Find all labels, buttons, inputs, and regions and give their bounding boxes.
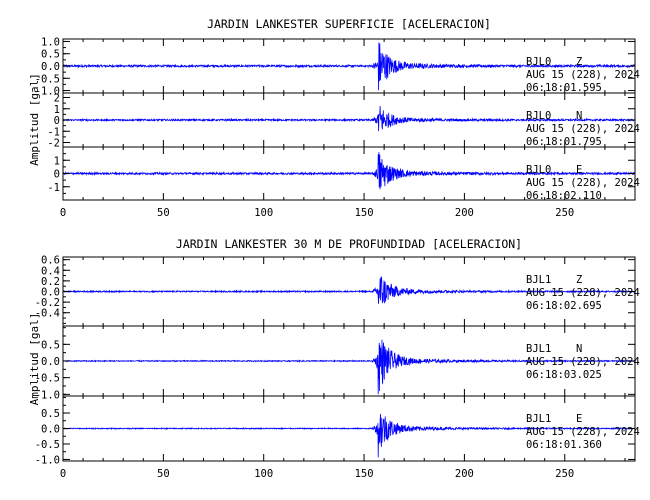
- y-tick-label: -0.2: [35, 297, 60, 309]
- station-component: Z: [576, 274, 582, 286]
- station-component: Z: [576, 56, 582, 68]
- y-tick-label: 0: [54, 115, 60, 127]
- y-tick-label: -1: [47, 182, 60, 194]
- y-tick-label: 0.5: [41, 408, 60, 420]
- x-tick-label: 150: [355, 207, 374, 219]
- y-tick-label: -0.4: [35, 308, 60, 320]
- y-tick-label: -1: [47, 126, 60, 138]
- seismogram-chart-1: JARDIN LANKESTER 30 M DE PROFUNDIDAD [AC…: [28, 237, 640, 480]
- record-time: 06:18:01.795: [526, 136, 602, 148]
- y-tick-label: 0.0: [41, 356, 60, 368]
- chart-title: JARDIN LANKESTER 30 M DE PROFUNDIDAD [AC…: [176, 237, 522, 251]
- station-label: BJL1 Z: [526, 274, 582, 286]
- y-tick-label: 0.0: [41, 61, 60, 73]
- x-tick-label: 0: [60, 468, 66, 480]
- station-code: BJL1: [526, 413, 551, 425]
- record-time: 06:18:02.695: [526, 300, 602, 312]
- record-date: AUG 15 (228), 2024: [526, 426, 640, 438]
- record-date: AUG 15 (228), 2024: [526, 287, 640, 299]
- x-tick-label: 100: [254, 468, 273, 480]
- record-date: AUG 15 (228), 2024: [526, 177, 640, 189]
- trace-line-BJL1-E: [62, 413, 636, 458]
- station-code: BJL0: [526, 164, 551, 176]
- station-label: BJL0 N: [526, 110, 582, 122]
- chart-title: JARDIN LANKESTER SUPERFICIE [ACELERACION…: [207, 17, 491, 31]
- x-tick-label: 0: [60, 207, 66, 219]
- x-tick-label: 150: [355, 468, 374, 480]
- trace-line-BJL1-N: [62, 339, 636, 395]
- y-tick-label: -0.5: [35, 73, 60, 85]
- station-code: BJL0: [526, 56, 551, 68]
- station-label: BJL1 N: [526, 343, 582, 355]
- x-tick-label: 200: [455, 207, 474, 219]
- trace-line-BJL0-N: [62, 105, 636, 132]
- station-label: BJL0 E: [526, 164, 582, 176]
- x-tick-label: 200: [455, 468, 474, 480]
- y-tick-label: 0.2: [41, 276, 60, 288]
- station-component: N: [576, 110, 582, 122]
- y-tick-label: 0.5: [41, 49, 60, 61]
- y-tick-label: -1.0: [35, 389, 60, 401]
- y-axis-label: Amplitud [gal]: [28, 73, 41, 166]
- x-tick-label: 250: [555, 207, 574, 219]
- x-tick-label: 100: [254, 207, 273, 219]
- y-tick-label: 0.0: [41, 424, 60, 436]
- station-label: BJL0 Z: [526, 56, 582, 68]
- station-code: BJL1: [526, 343, 551, 355]
- y-tick-label: 1: [54, 104, 60, 116]
- record-date: AUG 15 (228), 2024: [526, 123, 640, 135]
- station-label: BJL1 E: [526, 413, 582, 425]
- y-tick-label: 0.0: [41, 287, 60, 299]
- y-axis-label: Amplitud [gal]: [28, 313, 41, 406]
- y-tick-label: 2: [54, 93, 60, 105]
- y-tick-label: -1.0: [35, 86, 60, 98]
- y-tick-label: -0.5: [35, 439, 60, 451]
- y-tick-label: 0: [54, 169, 60, 181]
- x-tick-label: 50: [157, 468, 170, 480]
- record-time: 06:18:02.110: [526, 190, 602, 202]
- record-date: AUG 15 (228), 2024: [526, 356, 640, 368]
- station-component: N: [576, 343, 582, 355]
- y-tick-label: 0.4: [41, 265, 60, 277]
- y-tick-label: -2: [47, 138, 60, 150]
- station-code: BJL0: [526, 110, 551, 122]
- record-time: 06:18:03.025: [526, 369, 602, 381]
- station-code: BJL1: [526, 274, 551, 286]
- station-component: E: [576, 164, 582, 176]
- y-tick-label: 1.0: [41, 36, 60, 48]
- x-tick-label: 250: [555, 468, 574, 480]
- trace-line-BJL0-E: [62, 152, 636, 190]
- trace-line-BJL0-Z: [62, 42, 636, 91]
- seismogram-chart-0: JARDIN LANKESTER SUPERFICIE [ACELERACION…: [28, 17, 640, 219]
- y-tick-label: -0.5: [35, 373, 60, 385]
- record-date: AUG 15 (228), 2024: [526, 69, 640, 81]
- x-tick-label: 50: [157, 207, 170, 219]
- station-component: E: [576, 413, 582, 425]
- y-tick-label: 0.6: [41, 255, 60, 267]
- y-tick-label: 1: [54, 155, 60, 167]
- trace-line-BJL1-Z: [62, 276, 636, 304]
- y-tick-label: -1.0: [35, 454, 60, 466]
- y-tick-label: 0.5: [41, 339, 60, 351]
- record-time: 06:18:01.595: [526, 82, 602, 94]
- record-time: 06:18:01.360: [526, 439, 602, 451]
